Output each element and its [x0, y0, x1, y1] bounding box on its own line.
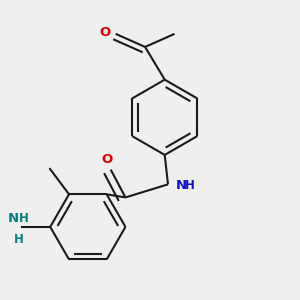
Text: O: O	[100, 26, 111, 39]
Text: N: N	[8, 212, 19, 225]
Text: H: H	[185, 179, 195, 193]
Text: O: O	[101, 153, 112, 166]
Text: H: H	[19, 212, 29, 225]
Text: N: N	[176, 179, 187, 193]
Text: H: H	[14, 233, 24, 246]
